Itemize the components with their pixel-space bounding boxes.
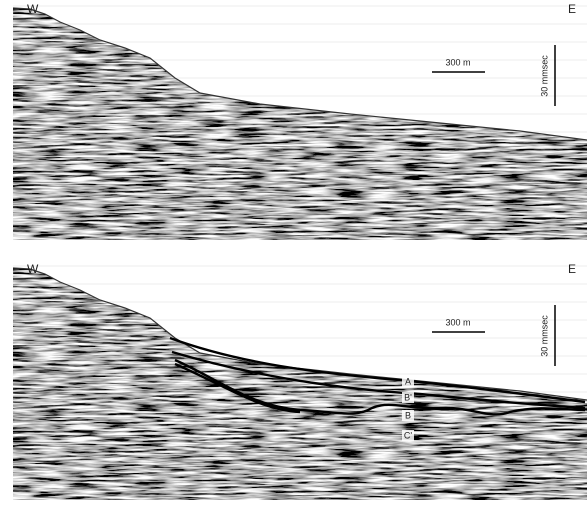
east-label: E (568, 262, 576, 276)
scale-length: 300 m (445, 317, 470, 327)
horizon-label: C' (404, 430, 412, 440)
figure: W E 300 m 30 mmsec W E 300 m 30 mmsec A B' B C' (0, 0, 587, 508)
seismic-texture (13, 0, 587, 240)
east-label: E (568, 2, 576, 16)
west-label: W (27, 262, 39, 276)
seismic-panel: W E 300 m 30 mmsec A B' B C' (13, 260, 587, 500)
page: {"panels": [ {"west": "W", "east": "E", … (0, 0, 587, 508)
scale-time: 30 mmsec (539, 55, 549, 97)
seismic-panel: W E 300 m 30 mmsec (13, 0, 587, 240)
west-label: W (27, 2, 39, 16)
panels: W E 300 m 30 mmsec W E 300 m 30 mmsec A B' B C' (13, 0, 587, 500)
scale-time: 30 mmsec (539, 315, 549, 357)
reflection-data (13, 0, 587, 240)
scale-length: 300 m (445, 57, 470, 67)
horizon-label: B (405, 410, 411, 420)
horizon-label: A (405, 376, 411, 386)
horizon-label: B' (404, 392, 412, 402)
